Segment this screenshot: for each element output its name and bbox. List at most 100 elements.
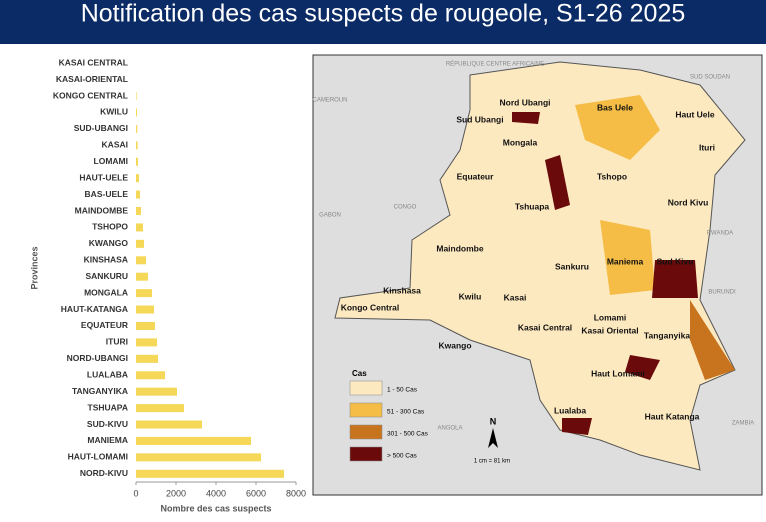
area	[512, 112, 540, 124]
y-tick-label: MANIEMA	[87, 435, 128, 445]
province-label: Sud Kivu	[657, 256, 694, 266]
bar	[136, 338, 157, 347]
bar	[136, 256, 146, 265]
bar	[136, 305, 154, 314]
y-tick-label: BAS-UELE	[85, 189, 129, 199]
province-label: Ituri	[699, 142, 715, 152]
x-tick-label: 8000	[286, 488, 306, 498]
province-label: Kasai	[504, 292, 527, 302]
y-tick-label: MAINDOMBE	[75, 205, 129, 215]
y-tick-label: TSHUAPA	[88, 402, 128, 412]
province-label: Maindombe	[436, 243, 483, 253]
province-label: Kwango	[438, 340, 471, 350]
bar	[136, 157, 138, 166]
north-label: N	[490, 416, 497, 426]
bar	[136, 354, 158, 363]
y-tick-label: KWILU	[100, 107, 128, 117]
country-label: BURUNDI	[708, 290, 736, 296]
area	[575, 95, 660, 160]
country-label: RÉPUBLIQUE CENTRE AFRICAINE	[446, 61, 544, 68]
province-label: Kwilu	[459, 291, 482, 301]
province-label: Kinshasa	[383, 285, 421, 295]
north-arrow	[488, 428, 498, 448]
bar	[136, 272, 148, 281]
province-label: Sud Ubangi	[456, 114, 503, 124]
map	[312, 54, 763, 496]
bar	[136, 239, 144, 248]
province-label: Haut Lomami	[591, 368, 645, 378]
area	[545, 155, 570, 210]
banner	[0, 0, 766, 44]
country-label: RWANDA	[707, 231, 733, 237]
bar	[136, 420, 202, 429]
bar	[136, 436, 251, 445]
bar	[136, 223, 143, 232]
area	[652, 260, 698, 298]
y-tick-label: SUD-UBANGI	[74, 123, 128, 133]
y-tick-label: MONGALA	[84, 287, 128, 297]
bar	[136, 387, 177, 396]
y-tick-label: TSHOPO	[92, 222, 128, 232]
country-label: GABON	[319, 213, 341, 219]
province-label: Haut Katanga	[645, 411, 700, 421]
province-label: Tanganyika	[644, 330, 690, 340]
country-label: SUD SOUDAN	[690, 75, 730, 81]
country-label: CAMEROUN	[312, 98, 347, 104]
bar	[136, 321, 155, 330]
y-tick-label: KWANGO	[89, 238, 129, 248]
province-label: Haut Uele	[675, 109, 714, 119]
bar	[136, 174, 139, 183]
y-tick-label: NORD-KIVU	[80, 468, 128, 478]
province-label: Tshopo	[597, 171, 627, 181]
y-tick-label: SUD-KIVU	[87, 419, 128, 429]
province-label: Tshuapa	[515, 201, 550, 211]
province-label: Kongo Central	[341, 302, 400, 312]
x-tick-label: 2000	[166, 488, 186, 498]
bar	[136, 108, 137, 117]
province-label: Bas Uele	[597, 102, 633, 112]
y-tick-label: KASAI-ORIENTAL	[56, 74, 128, 84]
y-tick-label: ITURI	[106, 337, 128, 347]
y-tick-label: KASAI CENTRAL	[59, 57, 128, 67]
bar	[136, 469, 284, 478]
province-label: Kasai Oriental	[581, 325, 638, 335]
country-label: ANGOLA	[437, 426, 462, 432]
bar	[136, 371, 165, 380]
province-label: Mongala	[503, 137, 538, 147]
y-tick-label: KONGO CENTRAL	[53, 90, 128, 100]
legend-label: 51 - 300 Cas	[387, 409, 425, 416]
legend-swatch	[349, 446, 383, 462]
province-label: Lualaba	[554, 405, 586, 415]
area	[562, 418, 592, 435]
province-label: Lomami	[594, 312, 627, 322]
legend-swatch	[349, 424, 383, 440]
y-tick-label: LUALABA	[87, 370, 128, 380]
legend-label: 301 - 500 Cas	[387, 431, 429, 438]
area	[625, 355, 660, 380]
title: Notification des cas suspects de rougeol…	[81, 0, 686, 28]
bar	[136, 207, 141, 216]
legend-label: > 500 Cas	[387, 453, 418, 460]
province-label: Maniema	[607, 256, 644, 266]
province-label: Kasai Central	[518, 322, 572, 332]
y-tick-label: TANGANYIKA	[72, 386, 128, 396]
legend-label: 1 - 50 Cas	[387, 387, 418, 394]
x-tick-label: 4000	[206, 488, 226, 498]
y-tick-label: SANKURU	[86, 271, 129, 281]
y-tick-label: EQUATEUR	[81, 320, 128, 330]
bar	[136, 404, 184, 413]
y-tick-label: KINSHASA	[84, 255, 128, 265]
x-tick-label: 6000	[246, 488, 266, 498]
province-label: Nord Kivu	[668, 197, 709, 207]
bar	[136, 92, 137, 101]
area	[690, 300, 735, 380]
bar	[136, 141, 138, 150]
y-tick-label: KASAI	[102, 140, 128, 150]
bar	[136, 124, 138, 133]
area	[600, 220, 655, 295]
province-label: Sankuru	[555, 261, 589, 271]
scale-label: 1 cm = 81 km	[474, 459, 510, 465]
legend-swatch	[349, 402, 383, 418]
x-tick-label: 0	[133, 488, 138, 498]
